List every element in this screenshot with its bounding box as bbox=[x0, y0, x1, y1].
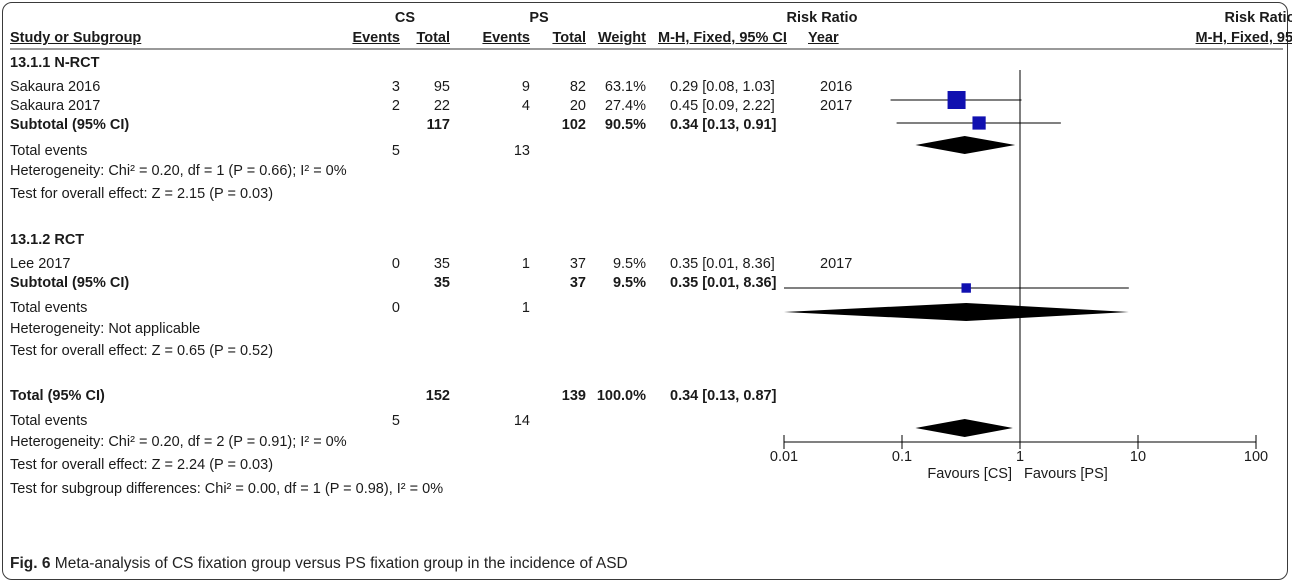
subtotal-label: Subtotal (95% CI) bbox=[10, 275, 130, 291]
study-year: 2017 bbox=[820, 256, 853, 272]
group2-label: PS bbox=[529, 10, 549, 26]
study-total2: 20 bbox=[569, 98, 586, 114]
subtotal-total2: 102 bbox=[561, 117, 586, 133]
heterogeneity-text: Heterogeneity: Not applicable bbox=[10, 321, 201, 337]
pooled-diamond bbox=[784, 303, 1129, 321]
study-ci: 0.29 [0.08, 1.03] bbox=[670, 79, 775, 95]
col-events1: Events bbox=[352, 30, 400, 46]
overall-effect-text: Test for overall effect: Z = 2.24 (P = 0… bbox=[10, 457, 274, 473]
subgroup-2-title: 13.1.2 RCT bbox=[10, 232, 85, 248]
col-study: Study or Subgroup bbox=[10, 30, 142, 46]
study-square bbox=[947, 91, 966, 109]
study-events1: 0 bbox=[391, 256, 400, 272]
study-total1: 95 bbox=[433, 79, 450, 95]
total-events1: 5 bbox=[391, 143, 400, 159]
subtotal-ci: 0.34 [0.13, 0.91] bbox=[670, 117, 777, 133]
caption-text: Meta-analysis of CS fixation group versu… bbox=[50, 555, 628, 572]
study-year: 2016 bbox=[820, 79, 853, 95]
subtotal-total1: 117 bbox=[426, 117, 450, 133]
total-total2: 139 bbox=[561, 388, 586, 404]
total-total1: 152 bbox=[425, 388, 450, 404]
study-square bbox=[972, 116, 986, 130]
total-events2: 1 bbox=[521, 300, 530, 316]
study-total2: 82 bbox=[569, 79, 586, 95]
total-events1: 5 bbox=[391, 413, 400, 429]
subtotal-total2: 37 bbox=[569, 275, 586, 291]
pooled-diamond bbox=[915, 419, 1013, 437]
total-events-label: Total events bbox=[10, 300, 88, 316]
axis-tick-label: 0.1 bbox=[891, 449, 913, 465]
total-events-label: Total events bbox=[10, 413, 88, 429]
subgroup-differences-text: Test for subgroup differences: Chi² = 0.… bbox=[10, 481, 444, 497]
study-events2: 1 bbox=[521, 256, 530, 272]
study-ci: 0.35 [0.01, 8.36] bbox=[670, 256, 775, 272]
col-events2: Events bbox=[482, 30, 530, 46]
total-events2: 13 bbox=[513, 143, 530, 159]
total-ci: 0.34 [0.13, 0.87] bbox=[670, 388, 777, 404]
heterogeneity-text: Heterogeneity: Chi² = 0.20, df = 1 (P = … bbox=[10, 163, 347, 179]
study-weight: 63.1% bbox=[604, 79, 646, 95]
subtotal-weight: 9.5% bbox=[612, 275, 646, 291]
study-events2: 4 bbox=[521, 98, 530, 114]
subtotal-ci: 0.35 [0.01, 8.36] bbox=[670, 275, 777, 291]
favours-left-label: Favours [CS] bbox=[927, 466, 1012, 482]
study-events2: 9 bbox=[521, 79, 530, 95]
caption-label: Fig. 6 bbox=[10, 555, 51, 572]
study-year: 2017 bbox=[820, 98, 853, 114]
total-label: Total (95% CI) bbox=[10, 388, 105, 404]
study-name: Lee 2017 bbox=[10, 256, 71, 272]
pooled-diamond bbox=[915, 136, 1016, 154]
axis-tick-label: 0.01 bbox=[769, 449, 799, 465]
study-total1: 22 bbox=[433, 98, 450, 114]
total-events-label: Total events bbox=[10, 143, 88, 159]
study-total1: 35 bbox=[433, 256, 450, 272]
study-ci: 0.45 [0.09, 2.22] bbox=[670, 98, 775, 114]
study-weight: 27.4% bbox=[604, 98, 646, 114]
study-square bbox=[961, 283, 971, 293]
col-total1: Total bbox=[416, 30, 450, 46]
subgroup-1-title: 13.1.1 N-RCT bbox=[10, 55, 100, 71]
total-events1: 0 bbox=[391, 300, 400, 316]
axis-tick-label: 10 bbox=[1129, 449, 1147, 465]
overall-effect-text: Test for overall effect: Z = 0.65 (P = 0… bbox=[10, 343, 274, 359]
subtotal-label: Subtotal (95% CI) bbox=[10, 117, 130, 133]
study-total2: 37 bbox=[569, 256, 586, 272]
study-weight: 9.5% bbox=[612, 256, 646, 272]
col-total2: Total bbox=[552, 30, 586, 46]
total-weight: 100.0% bbox=[596, 388, 646, 404]
heterogeneity-text: Heterogeneity: Chi² = 0.20, df = 2 (P = … bbox=[10, 434, 347, 450]
col-ci: M-H, Fixed, 95% CI bbox=[658, 30, 787, 46]
overall-effect-text: Test for overall effect: Z = 2.15 (P = 0… bbox=[10, 186, 274, 202]
plot-title: Risk Ratio bbox=[1224, 10, 1292, 26]
col-year: Year bbox=[808, 30, 839, 46]
subtotal-total1: 35 bbox=[433, 275, 450, 291]
axis-tick-label: 100 bbox=[1243, 449, 1269, 465]
study-name: Sakaura 2016 bbox=[10, 79, 101, 95]
group1-label: CS bbox=[394, 10, 416, 26]
col-plot-method: M-H, Fixed, 95% CI bbox=[1195, 30, 1292, 46]
study-events1: 2 bbox=[391, 98, 400, 114]
study-events1: 3 bbox=[391, 79, 400, 95]
subtotal-weight: 90.5% bbox=[604, 117, 646, 133]
total-events2: 14 bbox=[513, 413, 530, 429]
study-name: Sakaura 2017 bbox=[10, 98, 101, 114]
favours-right-label: Favours [PS] bbox=[1024, 466, 1108, 482]
axis-tick-label: 1 bbox=[1015, 449, 1025, 465]
col-weight: Weight bbox=[597, 30, 646, 46]
rr-column-title: Risk Ratio bbox=[786, 10, 858, 26]
figure-caption: Fig. 6 Meta-analysis of CS fixation grou… bbox=[10, 555, 628, 573]
